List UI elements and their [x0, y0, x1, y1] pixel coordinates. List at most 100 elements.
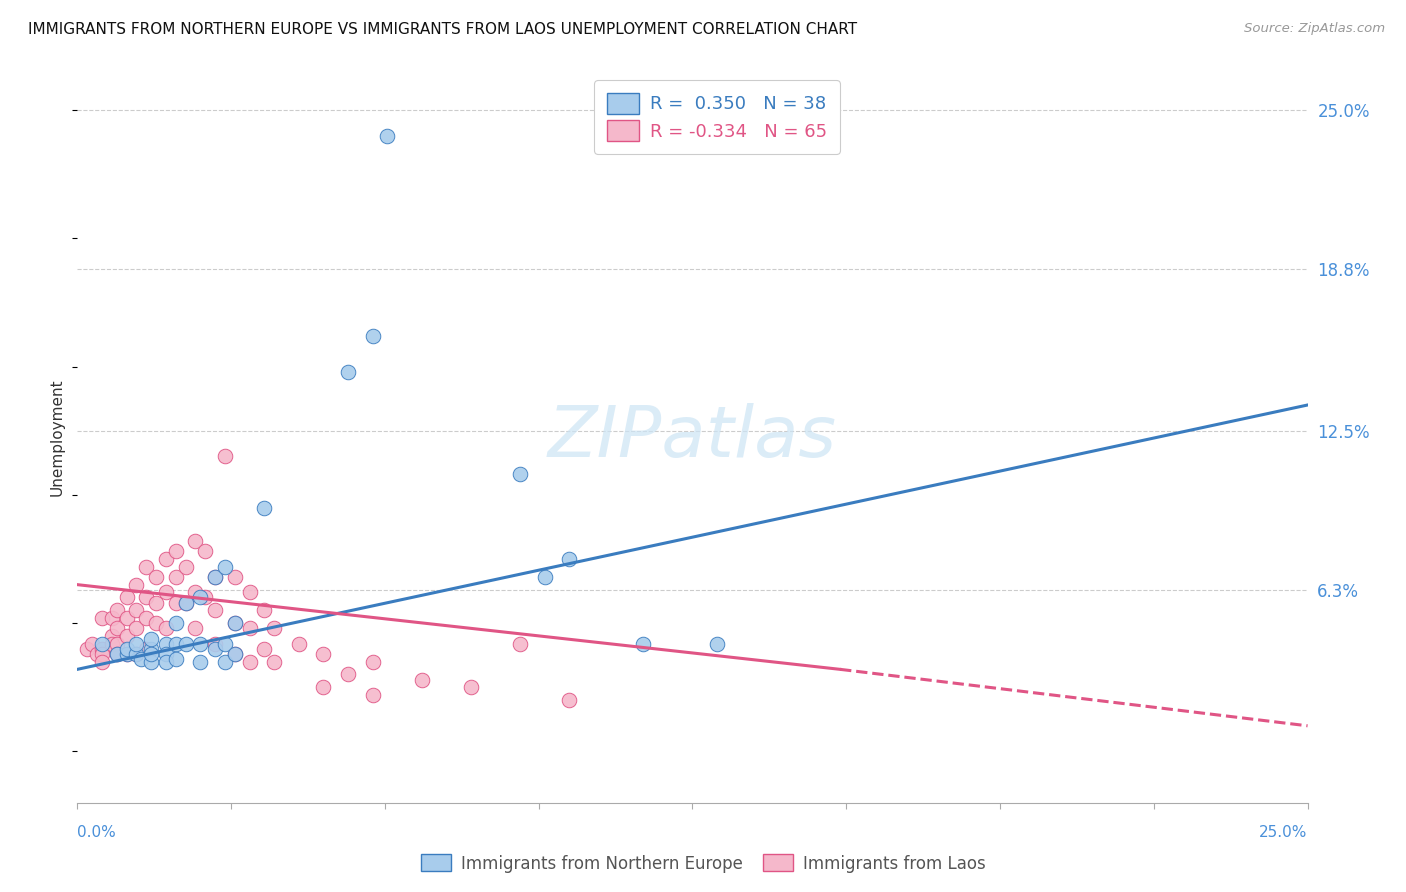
- Point: [141, 655, 163, 669]
- Point: [204, 603, 226, 617]
- Point: [115, 591, 138, 605]
- Point: [214, 637, 236, 651]
- Point: [288, 637, 311, 651]
- Point: [141, 632, 163, 646]
- Point: [174, 559, 197, 574]
- Point: [239, 655, 262, 669]
- Point: [90, 641, 114, 656]
- Point: [165, 616, 187, 631]
- Point: [558, 552, 581, 566]
- Point: [82, 637, 104, 651]
- Point: [312, 647, 335, 661]
- Point: [184, 534, 207, 549]
- Point: [101, 611, 124, 625]
- Point: [194, 591, 217, 605]
- Text: 0.0%: 0.0%: [77, 825, 117, 840]
- Point: [131, 652, 153, 666]
- Point: [105, 621, 128, 635]
- Point: [165, 544, 187, 558]
- Point: [411, 673, 433, 687]
- Point: [509, 637, 531, 651]
- Point: [224, 647, 246, 661]
- Point: [337, 667, 360, 681]
- Point: [174, 596, 197, 610]
- Point: [224, 570, 246, 584]
- Point: [214, 655, 236, 669]
- Point: [165, 637, 187, 651]
- Point: [190, 655, 212, 669]
- Point: [155, 585, 177, 599]
- Point: [224, 616, 246, 631]
- Point: [105, 647, 128, 661]
- Point: [115, 647, 138, 661]
- Text: ZIPatlas: ZIPatlas: [548, 402, 837, 472]
- Point: [135, 559, 157, 574]
- Text: IMMIGRANTS FROM NORTHERN EUROPE VS IMMIGRANTS FROM LAOS UNEMPLOYMENT CORRELATION: IMMIGRANTS FROM NORTHERN EUROPE VS IMMIG…: [28, 22, 858, 37]
- Point: [377, 128, 399, 143]
- Point: [263, 621, 285, 635]
- Point: [86, 647, 108, 661]
- Point: [115, 629, 138, 643]
- Point: [224, 616, 246, 631]
- Point: [125, 647, 148, 661]
- Point: [204, 570, 226, 584]
- Point: [253, 500, 276, 515]
- Point: [115, 611, 138, 625]
- Point: [174, 596, 197, 610]
- Point: [214, 450, 236, 464]
- Point: [165, 596, 187, 610]
- Point: [706, 637, 728, 651]
- Point: [135, 611, 157, 625]
- Point: [115, 641, 138, 656]
- Point: [337, 365, 360, 379]
- Point: [155, 655, 177, 669]
- Point: [312, 681, 335, 695]
- Point: [204, 641, 226, 656]
- Point: [155, 637, 177, 651]
- Point: [155, 621, 177, 635]
- Point: [135, 641, 157, 656]
- Point: [135, 591, 157, 605]
- Text: Source: ZipAtlas.com: Source: ZipAtlas.com: [1244, 22, 1385, 36]
- Point: [145, 570, 167, 584]
- Point: [184, 585, 207, 599]
- Point: [90, 647, 114, 661]
- Point: [125, 621, 148, 635]
- Point: [101, 629, 124, 643]
- Point: [534, 570, 557, 584]
- Point: [90, 637, 114, 651]
- Point: [174, 637, 197, 651]
- Point: [204, 570, 226, 584]
- Point: [125, 637, 148, 651]
- Point: [105, 603, 128, 617]
- Point: [190, 591, 212, 605]
- Point: [76, 641, 98, 656]
- Point: [155, 647, 177, 661]
- Point: [558, 693, 581, 707]
- Point: [165, 652, 187, 666]
- Point: [253, 641, 276, 656]
- Point: [190, 637, 212, 651]
- Point: [239, 621, 262, 635]
- Point: [361, 655, 384, 669]
- Text: 25.0%: 25.0%: [1260, 825, 1308, 840]
- Point: [90, 655, 114, 669]
- Point: [90, 611, 114, 625]
- Point: [145, 616, 167, 631]
- Point: [105, 637, 128, 651]
- Legend: R =  0.350   N = 38, R = -0.334   N = 65: R = 0.350 N = 38, R = -0.334 N = 65: [595, 80, 839, 153]
- Point: [509, 467, 531, 482]
- Point: [125, 603, 148, 617]
- Point: [460, 681, 482, 695]
- Point: [361, 688, 384, 702]
- Legend: Immigrants from Northern Europe, Immigrants from Laos: Immigrants from Northern Europe, Immigra…: [413, 847, 993, 880]
- Point: [204, 637, 226, 651]
- Point: [253, 603, 276, 617]
- Point: [105, 647, 128, 661]
- Point: [239, 585, 262, 599]
- Point: [125, 647, 148, 661]
- Point: [115, 647, 138, 661]
- Point: [214, 559, 236, 574]
- Point: [184, 621, 207, 635]
- Point: [361, 328, 384, 343]
